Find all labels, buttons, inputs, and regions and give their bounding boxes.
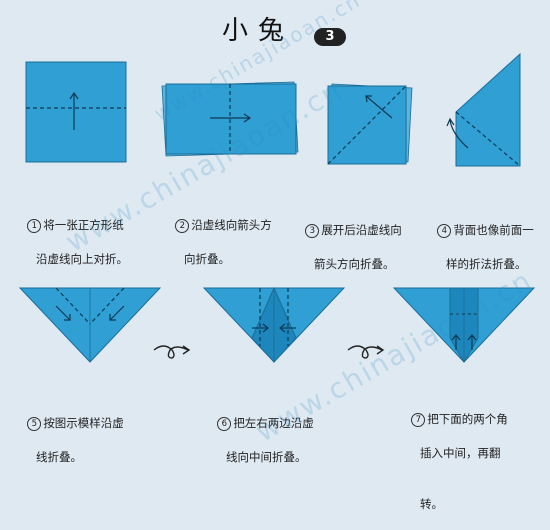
step-5-figure	[18, 287, 162, 363]
diagram-title: 小兔	[222, 16, 295, 46]
folded-paper	[165, 83, 297, 155]
step-6-figure	[202, 287, 346, 364]
step-1-caption: 1 将一张正方形纸 沿虚线向上对折。	[20, 200, 128, 285]
step-7-figure	[392, 287, 536, 363]
step-number: 7	[411, 413, 426, 427]
fold-line-left	[55, 287, 91, 325]
next-arrow-1	[153, 345, 191, 359]
step-2-figure	[161, 81, 299, 157]
fold-arrow-diagonal	[365, 95, 393, 119]
step-number: 2	[175, 219, 190, 233]
fold-line	[327, 85, 407, 165]
fold-arrow-left	[55, 305, 71, 321]
fold-line-right	[89, 287, 125, 325]
step-4-caption: 4 背面也像前面一 样的折法折叠。	[430, 205, 534, 290]
step-number: 5	[27, 417, 42, 431]
step-number: 3	[305, 224, 320, 238]
step-2-caption: 2 沿虚线向箭头方 向折叠。	[168, 200, 272, 285]
next-arrow-2	[347, 345, 385, 359]
step-badge: 3	[314, 28, 346, 46]
step-3-caption: 3 展开后沿虚线向 箭头方向折叠。	[298, 205, 402, 290]
step-number: 1	[27, 219, 42, 233]
step-number: 4	[437, 224, 452, 238]
step-3-figure	[327, 83, 413, 165]
step-7-caption: 7 把下面的两个角 插入中间，再翻 转。	[404, 394, 508, 530]
triangle-paper	[455, 52, 521, 167]
step-5-caption: 5 按图示模样沿虚 线折叠。	[20, 398, 124, 483]
step-1-figure	[25, 61, 127, 163]
fold-arrow-curve	[449, 119, 469, 149]
fold-arrow-right	[109, 305, 125, 321]
square-paper	[25, 61, 127, 163]
step-4-figure	[446, 52, 521, 167]
step-number: 6	[217, 417, 232, 431]
